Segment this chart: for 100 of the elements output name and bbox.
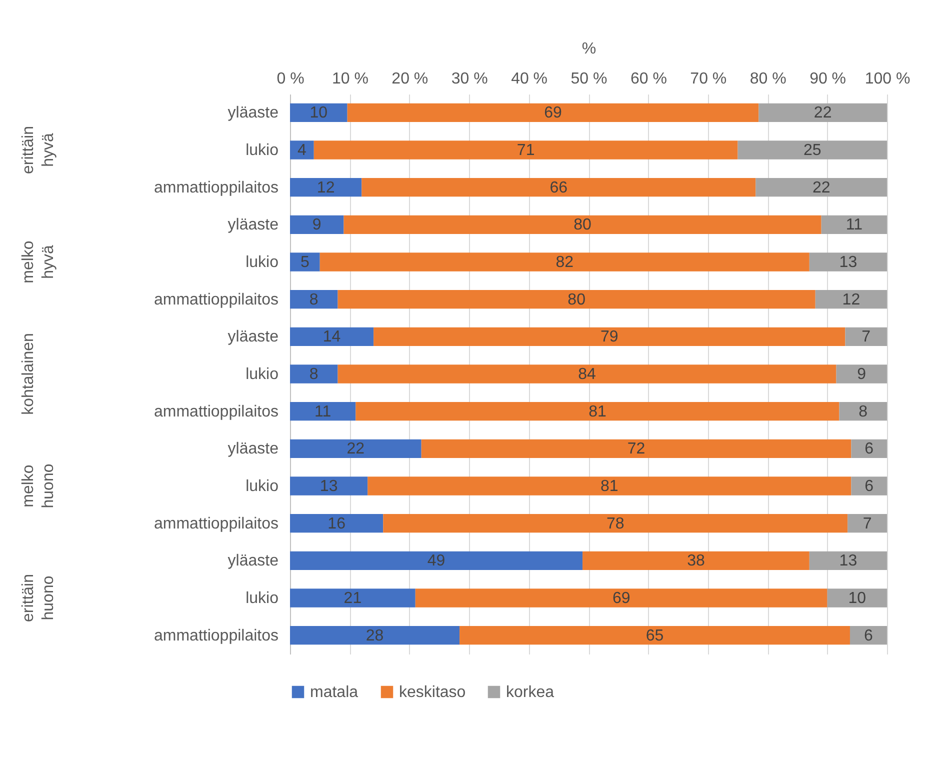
data-label: 5	[300, 254, 310, 271]
bar	[290, 290, 338, 309]
bar	[415, 588, 828, 608]
bar	[460, 626, 850, 645]
bar	[851, 476, 887, 496]
data-label: 22	[814, 104, 832, 122]
y-tick-label: ammattioppilaitos	[154, 291, 278, 308]
data-label: 14	[322, 328, 341, 346]
bar	[290, 402, 356, 421]
data-label: 7	[862, 328, 871, 346]
bar	[290, 178, 362, 197]
data-label: 6	[864, 627, 874, 644]
y-tick-label: yläaste	[228, 104, 279, 122]
data-label: 22	[812, 179, 830, 196]
data-label: 9	[312, 216, 322, 234]
bar	[347, 103, 759, 122]
data-label: 16	[328, 515, 346, 532]
y-tick-label: lukio	[246, 478, 279, 495]
y-tick-label: yläaste	[228, 552, 279, 570]
bar	[290, 140, 314, 160]
bar	[758, 103, 887, 122]
y-tick-label: lukio	[246, 254, 279, 271]
bar	[421, 439, 852, 458]
bar	[756, 178, 887, 197]
data-label: 84	[578, 366, 596, 383]
y-tick-label: lukio	[246, 142, 279, 159]
text: melko hyvä	[20, 240, 57, 284]
legend-label: keskitaso	[399, 684, 466, 701]
bar	[738, 140, 887, 160]
bar	[290, 588, 416, 608]
x-tick-label: 30 %	[451, 70, 488, 88]
bar	[344, 215, 822, 234]
y-tick-label: lukio	[246, 590, 279, 607]
bar	[851, 439, 887, 458]
data-label: 13	[839, 552, 858, 570]
x-tick-label: 50 %	[570, 70, 608, 88]
bar	[290, 626, 460, 645]
data-label: 25	[803, 142, 822, 159]
x-tick-label: 80 %	[750, 70, 786, 88]
data-label: 71	[516, 142, 535, 159]
data-label: 11	[314, 403, 332, 420]
bar	[356, 402, 840, 421]
data-label: 11	[846, 216, 863, 234]
text: kohtalainen	[20, 333, 37, 415]
legend-label: matala	[310, 684, 358, 701]
y-tick-label: ammattioppilaitos	[154, 627, 278, 644]
data-label: 12	[316, 179, 335, 196]
data-label: 10	[310, 104, 328, 122]
data-label: 6	[864, 440, 874, 458]
y-tick-label: yläaste	[228, 328, 279, 346]
bar	[290, 215, 344, 234]
bar	[383, 514, 848, 533]
x-tick-label: 60 %	[630, 70, 667, 88]
bar	[338, 290, 816, 309]
y-tick-label: lukio	[246, 366, 279, 383]
data-label: 81	[588, 403, 606, 420]
bar	[320, 252, 810, 272]
data-label: 10	[848, 590, 866, 607]
y-tick-label: yläaste	[228, 216, 279, 234]
bar	[362, 178, 756, 197]
data-label: 80	[574, 216, 592, 234]
bar	[290, 364, 338, 384]
data-label: 82	[556, 254, 574, 271]
bar	[338, 364, 836, 384]
bar	[582, 551, 810, 570]
bar	[290, 252, 320, 272]
bar	[845, 327, 887, 346]
data-label: 4	[297, 142, 306, 159]
data-label: 69	[544, 104, 562, 122]
x-tick-label: 70 %	[690, 70, 727, 88]
bar	[368, 476, 852, 496]
y-tick-label: ammattioppilaitos	[154, 515, 278, 532]
bar	[290, 514, 384, 533]
data-label: 7	[862, 515, 872, 532]
data-label: 28	[366, 627, 384, 644]
bar	[290, 551, 583, 570]
data-label: 21	[344, 590, 362, 607]
data-label: 66	[550, 179, 568, 196]
bar	[290, 476, 368, 496]
bar	[290, 103, 348, 122]
bar	[290, 327, 374, 346]
y-tick-label: yläaste	[228, 440, 279, 458]
bar	[314, 140, 738, 160]
data-label: 9	[857, 366, 866, 383]
bar	[836, 364, 887, 384]
bar	[821, 215, 887, 234]
bar	[827, 588, 887, 608]
bar	[290, 439, 422, 458]
bar	[850, 626, 887, 645]
x-tick-label: 0 %	[276, 70, 304, 88]
x-tick-label: 40 %	[511, 70, 548, 88]
data-label: 8	[309, 291, 318, 308]
data-label: 13	[320, 478, 338, 495]
data-label: 65	[646, 627, 664, 644]
text: melko huono	[20, 464, 57, 508]
data-label: 80	[568, 291, 586, 308]
y-tick-label: ammattioppilaitos	[154, 403, 278, 420]
data-label: 78	[606, 515, 624, 532]
bar	[848, 514, 887, 533]
data-label: 79	[600, 328, 618, 346]
